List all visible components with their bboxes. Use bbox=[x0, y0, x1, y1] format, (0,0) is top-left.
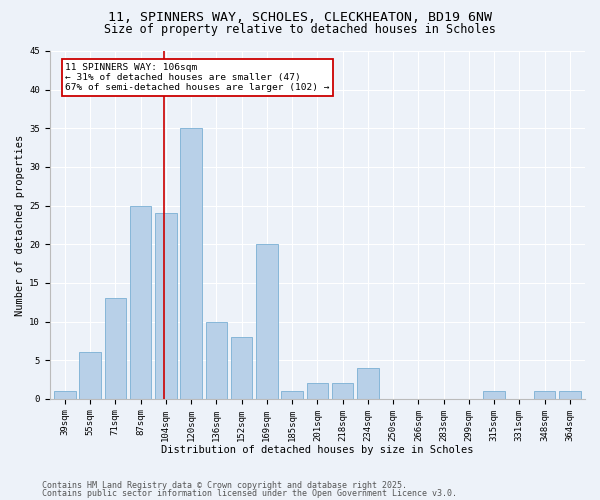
Bar bbox=[357, 368, 379, 399]
Bar bbox=[54, 391, 76, 399]
Bar bbox=[332, 384, 353, 399]
Bar bbox=[181, 128, 202, 399]
Text: Size of property relative to detached houses in Scholes: Size of property relative to detached ho… bbox=[104, 22, 496, 36]
X-axis label: Distribution of detached houses by size in Scholes: Distribution of detached houses by size … bbox=[161, 445, 473, 455]
Bar bbox=[256, 244, 278, 399]
Text: 11, SPINNERS WAY, SCHOLES, CLECKHEATON, BD19 6NW: 11, SPINNERS WAY, SCHOLES, CLECKHEATON, … bbox=[108, 11, 492, 24]
Bar bbox=[79, 352, 101, 399]
Bar bbox=[130, 206, 151, 399]
Text: Contains HM Land Registry data © Crown copyright and database right 2025.: Contains HM Land Registry data © Crown c… bbox=[42, 481, 407, 490]
Text: Contains public sector information licensed under the Open Government Licence v3: Contains public sector information licen… bbox=[42, 489, 457, 498]
Bar bbox=[559, 391, 581, 399]
Text: 11 SPINNERS WAY: 106sqm
← 31% of detached houses are smaller (47)
67% of semi-de: 11 SPINNERS WAY: 106sqm ← 31% of detache… bbox=[65, 62, 330, 92]
Bar bbox=[104, 298, 126, 399]
Y-axis label: Number of detached properties: Number of detached properties bbox=[15, 134, 25, 316]
Bar bbox=[534, 391, 556, 399]
Bar bbox=[155, 214, 176, 399]
Bar bbox=[281, 391, 303, 399]
Bar bbox=[484, 391, 505, 399]
Bar bbox=[307, 384, 328, 399]
Bar bbox=[231, 337, 252, 399]
Bar bbox=[206, 322, 227, 399]
